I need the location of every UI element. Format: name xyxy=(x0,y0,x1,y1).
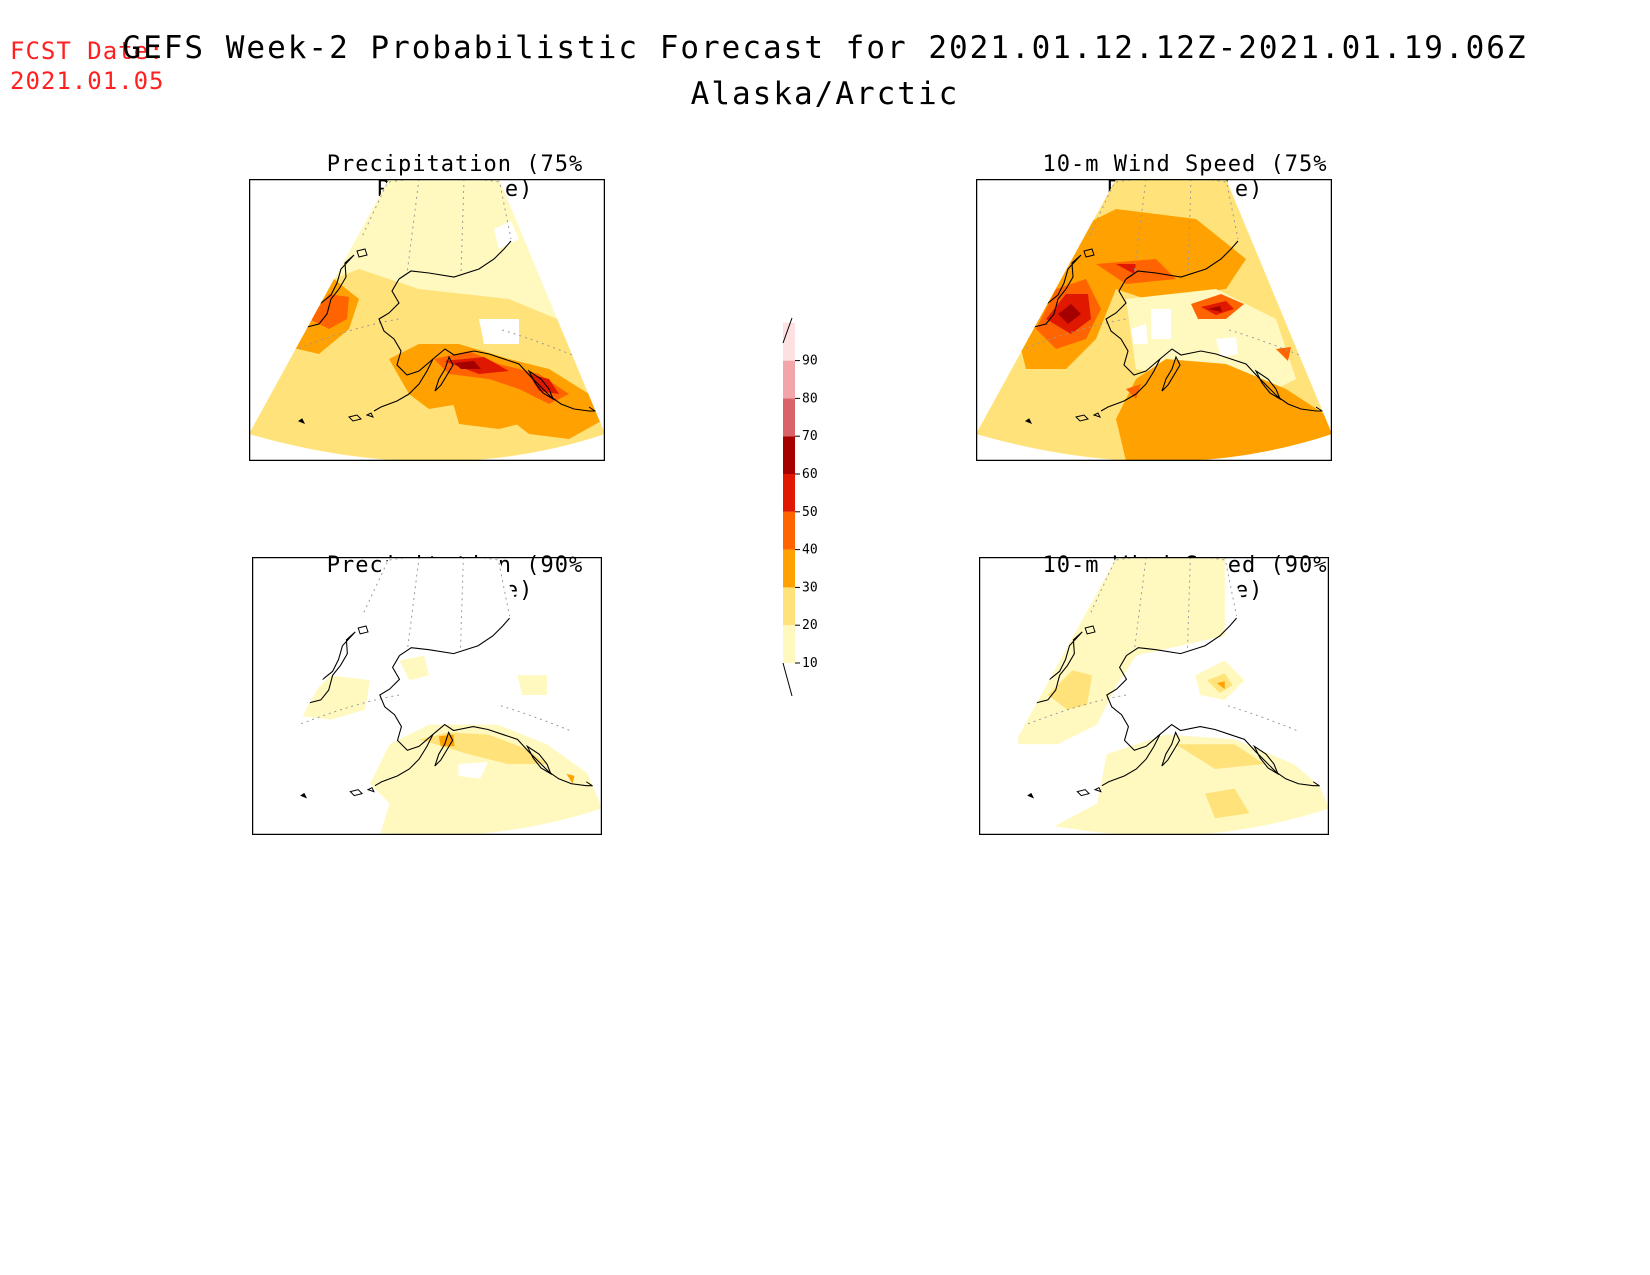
colorbar-label: 70 xyxy=(802,429,818,444)
forecast-date-label: FCST Date: xyxy=(10,37,165,65)
colorbar-label: 30 xyxy=(802,580,818,595)
colorbar-swatch xyxy=(783,436,795,474)
colorbar-swatch xyxy=(783,625,795,663)
colorbar-swatch xyxy=(783,398,795,437)
colorbar-swatch xyxy=(783,511,795,550)
colorbar-label: 50 xyxy=(802,505,818,520)
page-subtitle: Alaska/Arctic xyxy=(690,76,960,112)
colorbar-label: 80 xyxy=(802,391,818,406)
map-wind75 xyxy=(976,179,1332,461)
colorbar-swatch xyxy=(783,474,795,512)
map-wind90 xyxy=(979,557,1329,835)
colorbar-label: 90 xyxy=(802,354,818,369)
colorbar-swatch xyxy=(783,587,795,626)
colorbar-label: 20 xyxy=(802,618,818,633)
colorbar-label: 40 xyxy=(802,543,818,558)
colorbar-label: 60 xyxy=(802,467,818,482)
page-title: GEFS Week-2 Probabilistic Forecast for 2… xyxy=(122,30,1528,66)
forecast-date-value: 2021.01.05 xyxy=(10,67,165,95)
colorbar-swatch xyxy=(783,549,795,588)
colorbar-label: 10 xyxy=(802,656,818,671)
colorbar-swatch xyxy=(783,322,795,361)
colorbar-swatch xyxy=(783,360,795,399)
map-precip75 xyxy=(249,179,605,461)
map-precip90 xyxy=(252,557,602,835)
colorbar: 10 20 30 40 50 60 70 80 90 xyxy=(782,317,818,697)
